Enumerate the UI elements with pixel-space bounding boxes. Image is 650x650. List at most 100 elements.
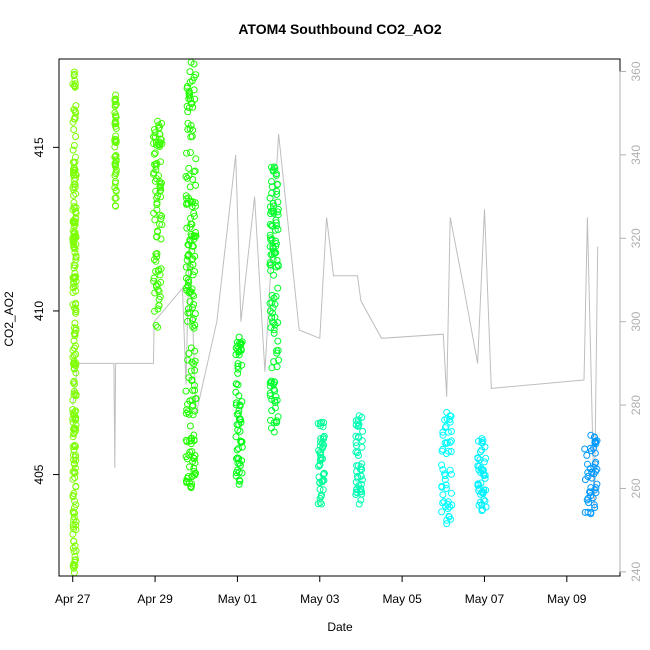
data-point: [317, 448, 325, 456]
data-point: [111, 179, 119, 187]
data-point: [70, 106, 78, 114]
y-right-tick-label: 280: [629, 395, 643, 415]
data-point: [153, 159, 161, 167]
data-point: [70, 425, 78, 433]
data-point: [157, 215, 165, 223]
data-point: [70, 411, 78, 419]
data-point: [190, 86, 198, 94]
data-point: [71, 205, 78, 212]
data-point: [154, 323, 162, 331]
x-axis-label: Date: [327, 620, 353, 634]
data-point: [185, 350, 193, 357]
data-point: [272, 393, 280, 401]
data-point: [267, 234, 274, 242]
data-point: [275, 356, 283, 364]
data-point: [237, 418, 245, 426]
y-axis-left: 405 410 415: [32, 137, 60, 485]
data-point: [71, 108, 79, 115]
data-point: [70, 504, 78, 512]
data-point: [72, 190, 80, 198]
data-point: [587, 444, 594, 452]
data-point: [267, 251, 275, 259]
data-point: [153, 206, 161, 214]
data-point: [192, 470, 199, 477]
data-point: [72, 256, 80, 264]
point-cluster: [314, 418, 328, 508]
data-point: [184, 276, 192, 284]
point-cluster: [182, 58, 200, 492]
data-point: [237, 341, 244, 349]
data-point: [186, 448, 194, 456]
data-point: [358, 476, 366, 484]
data-point: [581, 445, 589, 453]
data-point: [235, 480, 243, 488]
x-tick-label: May 05: [382, 592, 422, 606]
data-point: [274, 208, 282, 216]
data-point: [186, 463, 193, 471]
data-point: [587, 484, 595, 492]
data-point: [270, 209, 278, 217]
data-point: [69, 475, 77, 483]
data-point: [156, 183, 164, 190]
y-left-tick-label: 410: [32, 301, 46, 321]
data-point: [71, 304, 78, 312]
data-point: [353, 442, 361, 450]
data-point: [70, 186, 77, 194]
point-cluster: [438, 408, 456, 528]
data-point: [69, 523, 77, 531]
data-point: [69, 233, 77, 241]
data-point: [358, 460, 366, 468]
data-point: [190, 209, 198, 217]
data-point: [440, 498, 448, 506]
data-point: [475, 481, 483, 489]
y-right-tick-label: 300: [629, 311, 643, 331]
data-point: [70, 430, 78, 438]
data-point: [184, 108, 192, 116]
data-point: [478, 507, 486, 515]
data-point: [236, 459, 244, 467]
data-point: [182, 192, 190, 200]
data-point: [192, 229, 200, 236]
data-point: [182, 477, 190, 485]
data-point: [187, 214, 194, 222]
data-point: [189, 176, 197, 183]
data-point: [442, 422, 450, 430]
data-point: [70, 126, 78, 133]
x-tick-label: Apr 27: [55, 592, 91, 606]
data-point: [69, 301, 77, 309]
data-point: [581, 476, 589, 484]
data-point: [112, 194, 120, 202]
data-point: [69, 118, 77, 126]
data-point: [187, 199, 195, 207]
data-point: [234, 369, 242, 377]
data-point: [152, 321, 160, 329]
data-point: [70, 365, 78, 373]
point-cluster: [111, 91, 120, 210]
data-point: [267, 261, 275, 269]
data-point: [268, 189, 276, 197]
data-point: [69, 530, 77, 538]
data-point: [583, 451, 591, 459]
data-point: [153, 199, 161, 207]
data-point: [316, 419, 324, 427]
data-point: [591, 460, 599, 468]
data-point: [232, 433, 240, 441]
data-point: [151, 216, 159, 224]
data-point: [184, 356, 192, 364]
chart-title: ATOM4 Southbound CO2_AO2: [238, 21, 441, 37]
data-point: [191, 347, 199, 355]
y-right-tick-label: 320: [629, 228, 643, 248]
data-point: [71, 319, 79, 327]
point-cluster: [266, 163, 283, 436]
point-cluster: [69, 68, 80, 577]
data-point: [69, 468, 77, 476]
data-point: [273, 187, 281, 195]
data-point: [480, 458, 488, 466]
data-point: [152, 187, 160, 195]
data-point: [266, 389, 274, 397]
data-point: [270, 163, 278, 171]
data-point: [182, 387, 190, 395]
data-point: [150, 150, 158, 158]
data-point: [266, 231, 274, 239]
data-point: [188, 291, 196, 298]
